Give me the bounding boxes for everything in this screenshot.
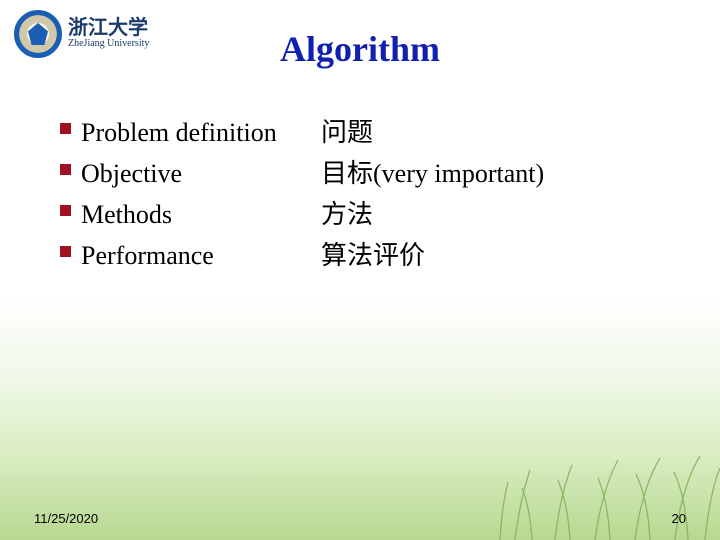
list-item: Performance 算法评价: [60, 235, 680, 272]
grass-decoration-icon: [460, 450, 720, 540]
bullet-icon: [60, 205, 71, 216]
item-note: (very important): [373, 159, 544, 189]
item-cn: 目标: [321, 153, 373, 190]
list-item: Problem definition 问题: [60, 112, 680, 149]
list-item: Objective 目标 (very important): [60, 153, 680, 190]
bullet-icon: [60, 246, 71, 257]
bullet-list: Problem definition 问题 Objective 目标 (very…: [60, 112, 680, 276]
item-en: Objective: [81, 159, 321, 189]
bullet-icon: [60, 164, 71, 175]
footer-date: 11/25/2020: [34, 511, 98, 526]
slide-title: Algorithm: [0, 28, 720, 70]
item-cn: 问题: [321, 112, 373, 149]
item-en: Problem definition: [81, 118, 321, 148]
item-cn: 算法评价: [321, 235, 425, 272]
footer-page-number: 20: [672, 511, 686, 526]
item-en: Performance: [81, 241, 321, 271]
bullet-icon: [60, 123, 71, 134]
item-en: Methods: [81, 200, 321, 230]
list-item: Methods 方法: [60, 194, 680, 231]
item-cn: 方法: [321, 194, 373, 231]
